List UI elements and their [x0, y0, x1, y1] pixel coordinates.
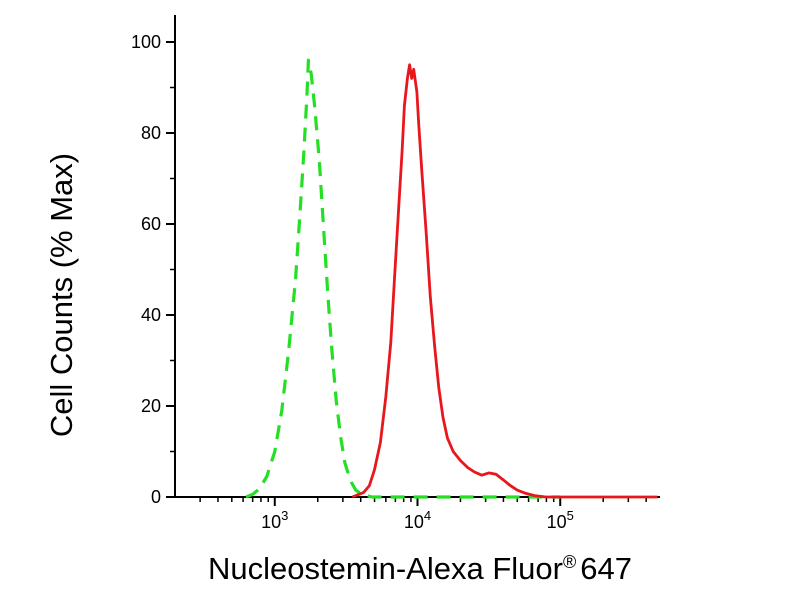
x-ticks: 103 104 105	[199, 497, 647, 532]
x-axis-title: Nucleostemin-Alexa Fluor® 647	[208, 551, 632, 587]
series-nucleostemin-solid-red	[351, 63, 658, 499]
y-tick-label: 40	[141, 305, 161, 325]
registered-trademark-symbol: ®	[562, 552, 577, 572]
y-axis-title: Cell Counts (% Max)	[44, 152, 79, 438]
y-tick-label: 60	[141, 214, 161, 234]
y-tick-label: 0	[151, 487, 161, 507]
x-axis-title-main: Nucleostemin-Alexa Fluor	[208, 551, 563, 586]
x-tick-label: 103	[261, 508, 288, 532]
x-axis-title-tail: 647	[580, 551, 632, 586]
y-tick-label: 100	[131, 32, 161, 52]
x-tick-label: 104	[404, 508, 431, 532]
series-control-dashed-green	[245, 58, 561, 499]
y-tick-label: 20	[141, 396, 161, 416]
y-tick-label: 80	[141, 123, 161, 143]
x-tick-label: 105	[547, 508, 574, 532]
y-ticks: 0 20 40 60 80 100	[131, 32, 175, 507]
